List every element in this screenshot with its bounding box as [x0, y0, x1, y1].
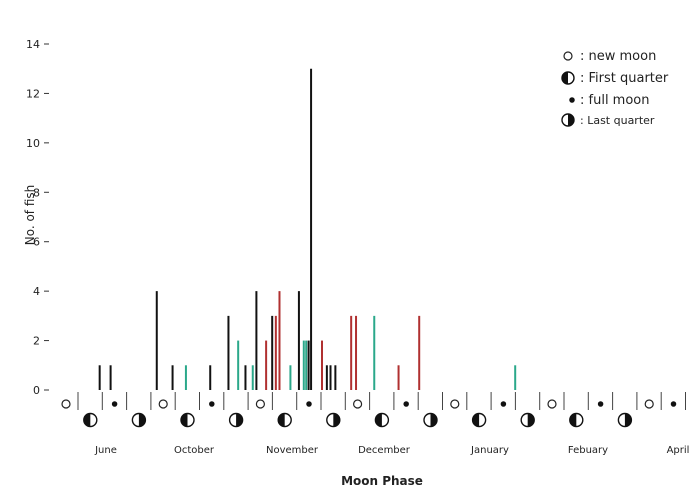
moon-shade — [624, 413, 632, 427]
phase-full — [306, 401, 312, 407]
legend-symbol — [561, 113, 575, 127]
moon-shade — [569, 413, 577, 427]
phase-new — [450, 399, 460, 409]
y-tick-label: 2 — [33, 335, 40, 348]
phase-first — [180, 412, 195, 428]
month-label: October — [174, 445, 215, 456]
y-tick-label: 6 — [33, 236, 40, 249]
phase-first — [569, 412, 584, 428]
phase-full — [597, 401, 604, 407]
full-moon-icon — [569, 97, 575, 103]
legend-symbol — [563, 51, 573, 61]
month-label: April — [667, 445, 690, 456]
moon-shade — [278, 413, 285, 427]
phase-last — [520, 412, 535, 428]
phase-last — [326, 412, 341, 428]
month-label: November — [266, 445, 319, 456]
y-tick-label: 10 — [26, 137, 40, 150]
phase-first — [277, 412, 292, 428]
phase-full — [403, 401, 409, 407]
phase-last — [617, 412, 633, 428]
phase-new — [353, 399, 363, 409]
month-label: December — [358, 445, 411, 456]
phase-full — [111, 401, 118, 407]
full-moon-icon — [597, 401, 604, 407]
y-axis-label: No. of fish — [23, 185, 37, 246]
full-moon-icon — [111, 401, 118, 407]
legend: : new moon : First quarter : full moon : La… — [561, 49, 669, 127]
full-moon-icon — [670, 401, 677, 407]
y-tick-label: 0 — [33, 384, 40, 397]
moon-shade — [568, 114, 574, 126]
legend-label: : full moon — [580, 93, 650, 108]
phase-first — [374, 412, 390, 428]
phase-new — [158, 399, 168, 409]
legend-label: : new moon — [580, 49, 656, 64]
moon-shade — [83, 413, 91, 427]
new-moon-icon — [644, 399, 654, 409]
moon-shade — [181, 413, 188, 427]
phase-new — [61, 399, 71, 409]
moon-shade — [430, 413, 438, 427]
x-axis-label: Moon Phase — [341, 474, 423, 488]
moon-shade — [333, 413, 340, 427]
phase-first — [471, 412, 487, 428]
month-label: January — [470, 445, 509, 456]
phase-last — [423, 412, 438, 428]
new-moon-icon — [563, 51, 573, 61]
phase-full — [209, 401, 215, 407]
phase-full — [500, 401, 507, 407]
moon-shade — [138, 413, 146, 427]
phase-full — [670, 401, 677, 407]
new-moon-icon — [255, 399, 265, 409]
new-moon-icon — [158, 399, 168, 409]
phase-first — [83, 412, 98, 428]
legend-symbol — [561, 71, 575, 85]
legend-symbol — [569, 97, 575, 103]
legend-label: : First quarter — [580, 71, 669, 86]
new-moon-icon — [547, 399, 557, 409]
y-tick-label: 8 — [33, 186, 40, 199]
phase-new — [547, 399, 557, 409]
y-tick-label: 12 — [26, 87, 40, 100]
phase-new — [255, 399, 265, 409]
y-axis: 0 2 4 6 8 10 12 14 — [26, 38, 49, 397]
phase-last — [228, 412, 244, 428]
legend-label: : Last quarter — [580, 114, 655, 127]
y-tick-label: 4 — [33, 285, 40, 298]
month-label: June — [94, 445, 117, 456]
moon-shade — [562, 72, 568, 84]
moon-shade — [375, 413, 382, 427]
phase-new — [644, 399, 654, 409]
new-moon-icon — [450, 399, 460, 409]
moon-shade — [472, 413, 480, 427]
moon-shade — [236, 413, 243, 427]
month-labels: June October November December January Febuar… — [94, 445, 689, 456]
bars — [98, 68, 517, 390]
new-moon-icon — [61, 399, 71, 409]
moon-phase-row — [61, 392, 686, 428]
y-tick-label: 14 — [26, 38, 40, 51]
month-label: Febuary — [568, 445, 608, 456]
full-moon-icon — [403, 401, 409, 407]
phase-last — [131, 412, 147, 428]
new-moon-icon — [353, 399, 363, 409]
moon-shade — [527, 413, 535, 427]
full-moon-icon — [500, 401, 507, 407]
full-moon-icon — [209, 401, 215, 407]
full-moon-icon — [306, 401, 312, 407]
